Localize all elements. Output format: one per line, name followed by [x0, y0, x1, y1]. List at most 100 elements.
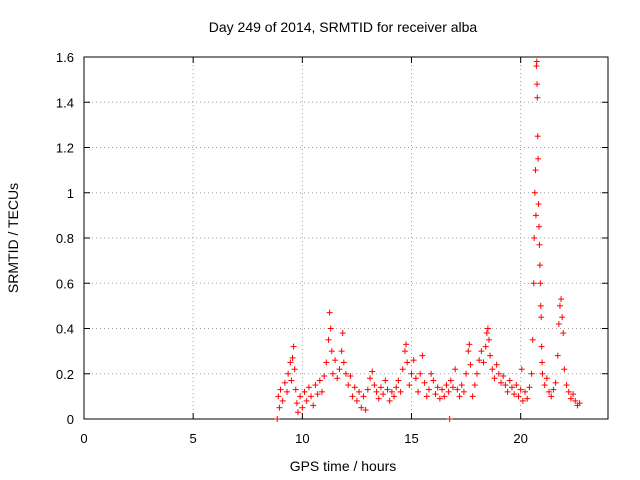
data-point: [397, 388, 404, 395]
data-point: [329, 370, 336, 377]
data-point: [515, 393, 522, 400]
data-point: [334, 375, 341, 382]
data-point: [347, 373, 354, 380]
data-point: [353, 397, 360, 404]
data-point: [294, 409, 301, 416]
data-point: [369, 368, 376, 375]
data-point: [314, 391, 321, 398]
data-point: [559, 314, 566, 321]
data-point: [377, 384, 384, 391]
data-point: [410, 357, 417, 364]
data-point: [321, 373, 328, 380]
grid-lines: [84, 57, 608, 419]
data-point: [288, 377, 295, 384]
data-point: [486, 336, 493, 343]
data-point: [395, 377, 402, 384]
data-point: [375, 395, 382, 402]
data-point: [467, 361, 474, 368]
data-point: [560, 330, 567, 337]
data-point: [439, 386, 446, 393]
data-point: [441, 393, 448, 400]
data-point: [388, 388, 395, 395]
data-point: [506, 377, 513, 384]
data-point: [362, 406, 369, 413]
data-point: [338, 348, 345, 355]
data-point: [367, 375, 374, 382]
data-point: [524, 395, 531, 402]
data-point: [404, 359, 411, 366]
data-point: [563, 382, 570, 389]
data-point: [384, 386, 391, 393]
data-point: [430, 377, 437, 384]
y-axis-label: SRMTID / TECUs: [5, 183, 21, 293]
data-point: [535, 201, 542, 208]
data-point: [500, 373, 507, 380]
data-point: [466, 341, 473, 348]
data-point: [526, 384, 533, 391]
plot-frame: [83, 56, 609, 420]
data-point: [364, 386, 371, 393]
data-point: [502, 382, 509, 389]
data-point: [480, 359, 487, 366]
y-tick-label: 0.2: [56, 367, 74, 382]
data-point: [380, 391, 387, 398]
data-point: [532, 167, 539, 174]
data-point: [498, 379, 505, 386]
data-point: [465, 348, 472, 355]
data-point: [436, 395, 443, 402]
data-point: [328, 348, 335, 355]
data-point: [339, 330, 346, 337]
data-point: [541, 382, 548, 389]
x-tick-label: 5: [190, 431, 197, 446]
data-point: [318, 388, 325, 395]
x-tick-label: 20: [513, 431, 527, 446]
data-point: [293, 400, 300, 407]
data-point: [463, 370, 470, 377]
data-point: [275, 393, 282, 400]
data-point: [287, 359, 294, 366]
data-point: [291, 366, 298, 373]
data-point: [567, 395, 574, 402]
data-point: [316, 377, 323, 384]
x-tick-label: 0: [80, 431, 87, 446]
data-point: [513, 382, 520, 389]
data-point: [281, 379, 288, 386]
data-point: [360, 393, 367, 400]
data-point: [533, 58, 540, 65]
data-point: [290, 343, 297, 350]
data-point: [285, 370, 292, 377]
data-point: [284, 388, 291, 395]
data-point: [308, 393, 315, 400]
data-point: [555, 320, 562, 327]
data-point: [558, 296, 565, 303]
data-point: [417, 370, 424, 377]
data-point: [332, 357, 339, 364]
data-point: [561, 366, 568, 373]
data-point: [565, 388, 572, 395]
data-point: [548, 393, 555, 400]
data-point: [419, 352, 426, 359]
x-tick-label: 15: [404, 431, 418, 446]
data-point: [469, 393, 476, 400]
data-point: [299, 404, 306, 411]
data-point: [349, 393, 356, 400]
data-point: [538, 314, 545, 321]
data-point: [301, 388, 308, 395]
data-point: [403, 341, 410, 348]
chart-title: Day 249 of 2014, SRMTID for receiver alb…: [209, 19, 478, 35]
data-point: [412, 375, 419, 382]
data-point: [443, 382, 450, 389]
data-point: [478, 348, 485, 355]
data-point: [529, 336, 536, 343]
data-point: [484, 325, 491, 332]
data-point: [532, 212, 539, 219]
data-point: [504, 388, 511, 395]
data-point: [519, 397, 526, 404]
data-point: [531, 189, 538, 196]
data-point: [543, 375, 550, 382]
y-tick-label: 0.6: [56, 276, 74, 291]
data-point: [456, 393, 463, 400]
data-point: [446, 416, 453, 422]
data-point: [279, 397, 286, 404]
